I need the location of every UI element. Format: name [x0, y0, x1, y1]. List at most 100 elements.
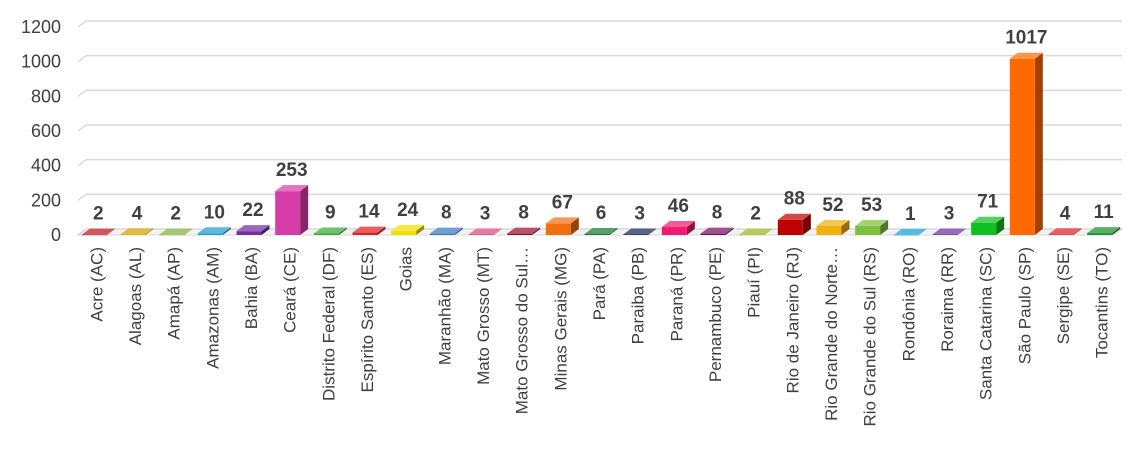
bar — [429, 227, 463, 235]
bar-front — [197, 233, 223, 235]
data-label: 3 — [944, 203, 955, 224]
bar — [855, 219, 889, 235]
y-tick-label: 1200 — [21, 17, 61, 37]
bar — [1087, 227, 1121, 235]
bar-side — [570, 217, 579, 235]
bar-top — [545, 217, 579, 224]
data-label: 11 — [1094, 202, 1115, 223]
bar-front — [777, 219, 803, 235]
data-label: 6 — [596, 203, 607, 224]
y-tick-label: 1000 — [21, 52, 61, 72]
bar-side — [841, 219, 850, 235]
category-label: Sergipe (SE) — [1054, 247, 1073, 344]
data-label: 8 — [441, 203, 452, 224]
bar — [120, 228, 154, 235]
bar-top — [468, 228, 502, 235]
bar-side — [725, 227, 734, 235]
category-label: Mato Grosso do Sul… — [513, 247, 532, 414]
gridline — [77, 54, 1122, 63]
bar — [236, 225, 270, 235]
gridline — [77, 20, 1122, 28]
bar-front — [429, 233, 455, 235]
data-label: 2 — [170, 204, 181, 225]
bar-front — [275, 191, 301, 235]
category-label: Mato Grosso (MT) — [474, 247, 493, 385]
bar-side — [532, 227, 541, 235]
bar-top — [352, 226, 386, 233]
bar — [545, 217, 579, 235]
bar-side — [184, 228, 193, 235]
data-label: 8 — [712, 203, 723, 224]
bar — [197, 227, 231, 235]
category-label: Piauí (PI) — [745, 247, 764, 318]
bar-side — [222, 227, 231, 235]
bar-top — [1087, 227, 1121, 234]
bar-side — [802, 213, 811, 235]
bar-front — [971, 222, 997, 235]
bar-side — [918, 228, 927, 235]
y-axis: 0 200 400 600 800 1000 1200 — [21, 17, 61, 245]
category-label: Rio de Janeiro (RJ) — [783, 247, 802, 393]
bar — [932, 228, 966, 235]
bar — [893, 228, 927, 236]
bar-front — [623, 234, 649, 235]
category-label: Rio Grande do Norte… — [822, 247, 841, 421]
data-label: 2 — [93, 204, 104, 225]
bar-front — [1048, 234, 1074, 235]
category-label: São Paulo (SP) — [1015, 247, 1034, 364]
bar — [623, 228, 657, 235]
category-label: Amazonas (AM) — [203, 247, 222, 369]
bar-front — [352, 232, 378, 235]
bar — [584, 227, 618, 235]
bar — [468, 228, 502, 235]
bar — [1048, 228, 1082, 235]
bar-front — [1009, 58, 1035, 235]
data-label: 71 — [977, 192, 999, 213]
data-label: 4 — [1060, 203, 1071, 224]
bar-top — [971, 216, 1005, 223]
bar-side — [300, 185, 309, 235]
bar-front — [739, 234, 765, 236]
bar-side — [764, 228, 773, 235]
bar-top — [777, 213, 811, 220]
category-label: Santa Catarina (SC) — [977, 247, 996, 400]
category-label: Minas Gerais (MG) — [551, 247, 570, 391]
category-label: Acre (AC) — [87, 247, 106, 322]
bar-top — [313, 227, 347, 234]
bar-front — [545, 223, 571, 235]
bar-side — [145, 228, 154, 235]
data-label: 8 — [518, 203, 529, 224]
bar-front — [661, 227, 687, 235]
bar — [816, 219, 850, 235]
bar-side — [261, 225, 270, 235]
bar — [971, 216, 1005, 235]
data-label: 24 — [397, 200, 419, 221]
bar-top — [507, 227, 541, 234]
bar-front — [893, 234, 919, 236]
data-label: 3 — [480, 203, 491, 224]
bars — [81, 52, 1121, 236]
bar-top — [429, 227, 463, 234]
category-label: Paraná (PR) — [667, 247, 686, 341]
data-label: 253 — [276, 160, 308, 181]
bar-side — [880, 219, 889, 235]
x-axis: Acre (AC) Alagoas (AL) Amapá (AP) Amazonas … — [87, 247, 1111, 427]
bar-front — [313, 233, 339, 235]
bar-side — [648, 228, 657, 235]
category-label: Rio Grande do Sul (RS) — [861, 247, 880, 427]
data-label: 53 — [861, 195, 882, 216]
gridline — [77, 193, 1122, 201]
category-label: Paraiba (PB) — [629, 247, 648, 344]
bar-top — [1009, 52, 1043, 59]
bar — [313, 227, 347, 235]
bar-top — [275, 185, 309, 192]
data-label: 3 — [634, 203, 645, 224]
bar-front — [236, 231, 262, 235]
bar-front — [932, 234, 958, 235]
bar-top — [739, 228, 773, 235]
category-label: Pernambuco (PE) — [706, 247, 725, 382]
bar-side — [996, 216, 1005, 235]
bar — [739, 228, 773, 236]
